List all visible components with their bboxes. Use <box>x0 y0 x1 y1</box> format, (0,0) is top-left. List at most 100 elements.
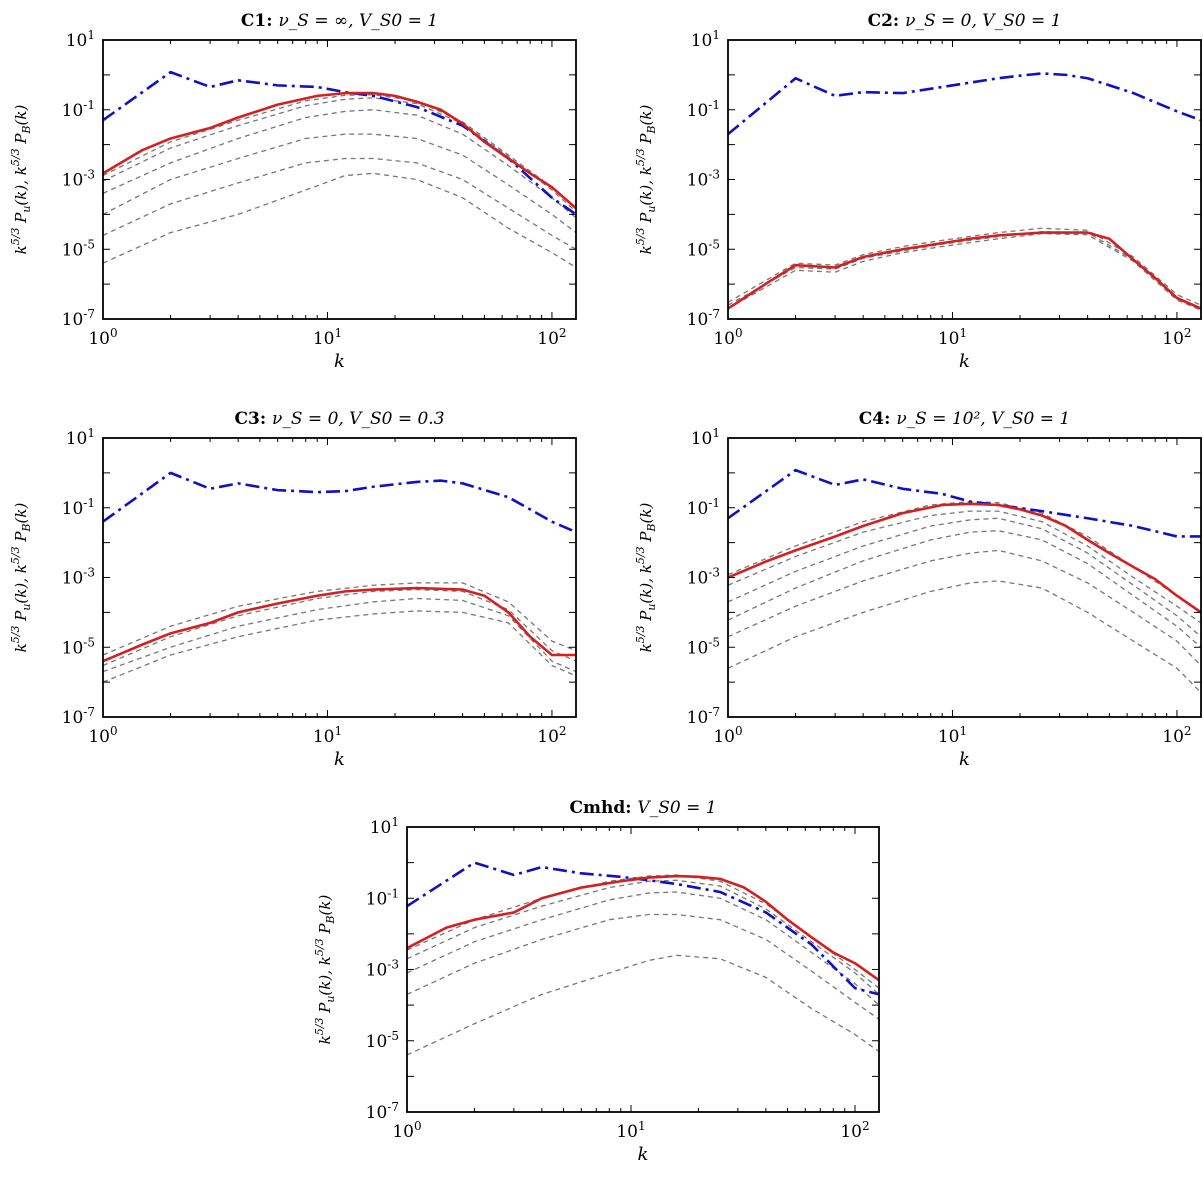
panel-title: C2: ν_S = 0, V_S0 = 1 <box>868 11 1062 31</box>
snapshot-spectrum-line <box>103 582 576 656</box>
y-tick-label: 10-1 <box>62 496 95 519</box>
snapshot-spectrum-line <box>407 879 879 995</box>
panel-c4: C4: ν_S = 10², V_S0 = 1 100 101 102 101 10-1 1… <box>634 409 1202 770</box>
series-group <box>728 468 1201 694</box>
snapshot-spectrum-line <box>728 500 1201 613</box>
y-tick-label: 10-5 <box>687 237 720 260</box>
snapshot-spectrum-line <box>103 597 576 673</box>
panel-title: C1: ν_S = ∞, V_S0 = 1 <box>241 11 438 31</box>
y-axis-label: k5/3 Pu(k), k5/3 PB(k) <box>313 895 337 1045</box>
y-tick-label: 10-7 <box>687 705 720 728</box>
panel-cmhd: Cmhd: V_S0 = 1 100 101 102 101 10-1 10-3 10-5 10… <box>313 798 880 1165</box>
y-tick-label: 10-7 <box>366 1100 399 1123</box>
x-tick-label: 100 <box>88 724 117 747</box>
snapshot-spectrum-line <box>728 233 1201 311</box>
snapshot-spectrum-line <box>407 954 879 1056</box>
y-tick-label: 10-1 <box>366 886 399 909</box>
y-tick-label: 10-1 <box>687 98 720 121</box>
y-tick-label: 10-5 <box>366 1029 399 1052</box>
snapshot-spectrum-line <box>103 157 576 250</box>
y-tick-label: 10-3 <box>687 168 720 191</box>
panel-title: Cmhd: V_S0 = 1 <box>569 798 716 818</box>
y-tick-label: 10-7 <box>62 307 95 330</box>
x-tick-label: 101 <box>938 326 967 349</box>
y-axis-label: k5/3 Pu(k), k5/3 PB(k) <box>634 105 658 255</box>
snapshot-spectrum-line <box>407 874 879 989</box>
y-tick-label: 10-7 <box>62 705 95 728</box>
y-tick-label: 101 <box>691 426 720 449</box>
x-tick-label: 101 <box>938 724 967 747</box>
snapshot-spectrum-line <box>728 580 1201 694</box>
magnetic-spectrum-line <box>407 874 879 982</box>
x-tick-label: 100 <box>392 1119 421 1142</box>
snapshot-spectrum-line <box>728 510 1201 624</box>
y-tick-label: 10-3 <box>366 958 399 981</box>
series-group <box>103 70 576 269</box>
panel-title: C4: ν_S = 10², V_S0 = 1 <box>859 409 1070 429</box>
y-tick-label: 10-5 <box>62 237 95 260</box>
y-tick-label: 10-7 <box>687 307 720 330</box>
y-axis-label: k5/3 Pu(k), k5/3 PB(k) <box>9 105 33 255</box>
axes-frame <box>102 437 577 718</box>
velocity-spectrum-line <box>407 861 879 996</box>
velocity-spectrum-line <box>728 72 1201 136</box>
velocity-spectrum-line <box>103 471 576 534</box>
magnetic-spectrum-line <box>103 586 576 663</box>
x-tick-label: 102 <box>537 724 566 747</box>
y-tick-label: 10-3 <box>62 168 95 191</box>
y-tick-label: 10-5 <box>687 635 720 658</box>
x-tick-label: 102 <box>1162 326 1191 349</box>
snapshot-spectrum-line <box>103 133 576 234</box>
y-tick-label: 10-1 <box>687 496 720 519</box>
magnetic-spectrum-line <box>103 91 576 210</box>
x-tick-label: 100 <box>713 326 742 349</box>
series-group <box>407 861 879 1056</box>
panel-title: C3: ν_S = 0, V_S0 = 0.3 <box>234 409 444 429</box>
x-tick-label: 100 <box>88 326 117 349</box>
y-tick-label: 101 <box>370 815 399 838</box>
axes-frame <box>406 826 880 1113</box>
x-tick-label: 102 <box>840 1119 869 1142</box>
snapshot-spectrum-line <box>103 172 576 269</box>
velocity-spectrum-line <box>728 468 1201 538</box>
snapshot-spectrum-line <box>728 517 1201 638</box>
y-tick-label: 10-3 <box>687 566 720 589</box>
y-tick-label: 101 <box>66 28 95 51</box>
panel-c3: C3: ν_S = 0, V_S0 = 0.3 100 101 102 101 10-1 1… <box>9 409 577 770</box>
magnetic-spectrum-line <box>728 502 1201 614</box>
snapshot-spectrum-line <box>407 891 879 1006</box>
x-tick-label: 101 <box>313 326 342 349</box>
y-tick-label: 101 <box>691 28 720 51</box>
x-axis-label: k <box>638 1144 649 1165</box>
y-axis-label: k5/3 Pu(k), k5/3 PB(k) <box>634 503 658 653</box>
panel-c1: C1: ν_S = ∞, V_S0 = 1 100 101 102 101 10-1 10-… <box>9 11 577 372</box>
x-tick-label: 101 <box>616 1119 645 1142</box>
snapshot-spectrum-line <box>103 94 576 209</box>
snapshot-spectrum-line <box>728 227 1201 306</box>
x-axis-label: k <box>959 351 970 372</box>
x-tick-label: 100 <box>713 724 742 747</box>
series-group <box>728 72 1201 311</box>
axes-frame <box>727 437 1202 718</box>
x-tick-label: 101 <box>313 724 342 747</box>
panel-c2: C2: ν_S = 0, V_S0 = 1 100 101 102 101 10-1 10-… <box>634 11 1202 372</box>
snapshot-spectrum-line <box>407 913 879 1020</box>
y-tick-label: 10-5 <box>62 635 95 658</box>
x-axis-label: k <box>334 351 345 372</box>
y-axis-label: k5/3 Pu(k), k5/3 PB(k) <box>9 503 33 653</box>
snapshot-spectrum-line <box>728 549 1201 666</box>
snapshot-spectrum-line <box>103 610 576 683</box>
x-tick-label: 102 <box>1162 724 1191 747</box>
snapshot-spectrum-line <box>103 588 576 667</box>
x-axis-label: k <box>959 749 970 770</box>
y-tick-label: 101 <box>66 426 95 449</box>
y-tick-label: 10-1 <box>62 98 95 121</box>
axes-frame <box>727 39 1202 320</box>
y-tick-label: 10-3 <box>62 566 95 589</box>
x-tick-label: 102 <box>537 326 566 349</box>
x-axis-label: k <box>334 749 345 770</box>
snapshot-spectrum-line <box>103 109 576 219</box>
series-group <box>103 471 576 683</box>
magnetic-spectrum-line <box>728 231 1201 310</box>
